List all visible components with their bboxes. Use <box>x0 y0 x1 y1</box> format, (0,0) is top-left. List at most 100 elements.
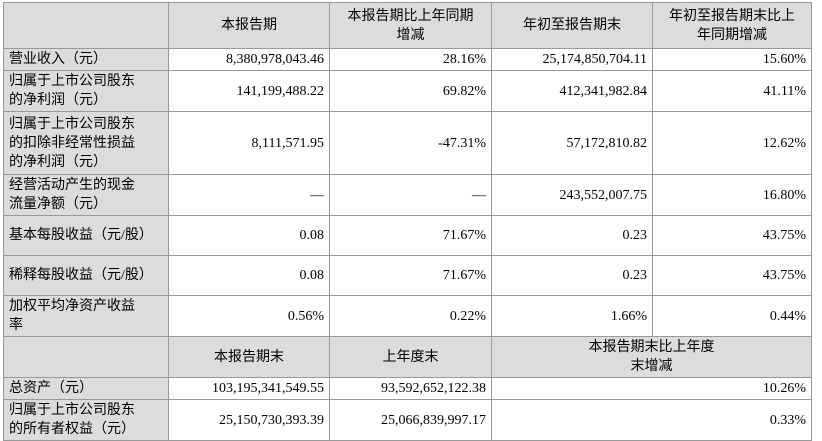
cell-text: 16.80% <box>762 187 806 203</box>
cell-text: — <box>310 187 324 203</box>
value-cell: 10.26% <box>491 377 812 400</box>
row-label: 营业收入（元） <box>3 48 169 71</box>
corner-cell <box>3 2 169 49</box>
column-header: 年初至报告期末比上年同期增减 <box>652 2 812 49</box>
value-cell: 25,066,839,997.17 <box>329 399 492 441</box>
value-cell: 0.44% <box>652 295 812 337</box>
value-cell: 0.08 <box>168 215 330 256</box>
row-label: 基本每股收益（元/股） <box>3 215 169 256</box>
column-header: 年初至报告期末 <box>491 2 653 49</box>
cell-text: 243,552,007.75 <box>559 187 648 203</box>
value-cell: 8,111,571.95 <box>168 111 330 175</box>
value-cell: 412,341,982.84 <box>491 70 653 112</box>
cell-text: 0.33% <box>769 412 806 428</box>
value-cell: 0.08 <box>168 255 330 296</box>
cell-text: 71.67% <box>442 268 486 283</box>
cell-text: 93,592,652,122.38 <box>381 381 486 396</box>
value-cell: 43.75% <box>652 215 812 256</box>
table-row: 加权平均净资产收益率 0.56% 0.22% 1.66% 0.44% <box>3 295 812 337</box>
value-cell: 28.16% <box>329 48 492 71</box>
cell-text: 0.44% <box>769 308 806 324</box>
value-cell: — <box>329 174 492 216</box>
value-cell: 25,150,730,393.39 <box>168 399 330 441</box>
financial-table: 本报告期 本报告期比上年同期增减 年初至报告期末 年初至报告期末比上年同期增减 营业收入… <box>3 2 812 441</box>
table-row: 经营活动产生的现金流量净额（元） — — 243,552,007.75 16.80% <box>3 174 812 216</box>
cell-text: 归属于上市公司股东的净利润（元） <box>9 74 135 108</box>
value-cell: 15.60% <box>652 48 812 71</box>
table-row: 本报告期 本报告期比上年同期增减 年初至报告期末 年初至报告期末比上年同期增减 <box>3 2 812 49</box>
cell-text: — <box>472 187 486 203</box>
cell-text: 归属于上市公司股东的扣除非经常性损益的净利润（元） <box>9 116 135 170</box>
cell-text: 71.67% <box>442 228 486 243</box>
table-row: 本报告期末 上年度末 本报告期末比上年度末增减 <box>3 336 812 378</box>
table-row: 营业收入（元） 8,380,978,043.46 28.16% 25,174,850,… <box>3 48 812 71</box>
value-cell: 16.80% <box>652 174 812 216</box>
cell-text: 营业收入（元） <box>9 52 107 67</box>
cell-text: 上年度末 <box>382 349 439 365</box>
cell-text: 本报告期末比上年度末增减 <box>588 340 715 374</box>
value-cell: 69.82% <box>329 70 492 112</box>
value-cell: 141,199,488.22 <box>168 70 330 112</box>
row-label: 稀释每股收益（元/股） <box>3 255 169 296</box>
value-cell: 0.33% <box>491 399 812 441</box>
column-header: 上年度末 <box>329 336 492 378</box>
cell-text: 0.56% <box>287 308 324 324</box>
value-cell: 243,552,007.75 <box>491 174 653 216</box>
cell-text: 57,172,810.82 <box>566 135 648 151</box>
row-label: 归属于上市公司股东的所有者权益（元） <box>3 399 169 441</box>
row-label: 归属于上市公司股东的扣除非经常性损益的净利润（元） <box>3 111 169 175</box>
value-cell: 0.23 <box>491 255 653 296</box>
cell-text: 归属于上市公司股东的所有者权益（元） <box>9 403 135 437</box>
value-cell: 71.67% <box>329 255 492 296</box>
column-header: 本报告期比上年同期增减 <box>329 2 492 49</box>
value-cell: — <box>168 174 330 216</box>
cell-text: 15.60% <box>762 52 806 67</box>
cell-text: 本报告期比上年同期增减 <box>347 8 474 43</box>
table-row: 基本每股收益（元/股） 0.08 71.67% 0.23 43.75% <box>3 215 812 256</box>
cell-text: 年初至报告期末 <box>523 18 621 33</box>
table-row: 稀释每股收益（元/股） 0.08 71.67% 0.23 43.75% <box>3 255 812 296</box>
cell-text: 12.62% <box>762 135 806 151</box>
cell-text: 稀释每股收益（元/股） <box>9 268 153 283</box>
cell-text: 总资产（元） <box>9 381 93 396</box>
cell-text: 0.08 <box>299 228 325 243</box>
value-cell: 25,174,850,704.11 <box>491 48 653 71</box>
row-label: 归属于上市公司股东的净利润（元） <box>3 70 169 112</box>
column-header: 本报告期 <box>168 2 330 49</box>
cell-text: 基本每股收益（元/股） <box>9 228 153 243</box>
table-row: 归属于上市公司股东的净利润（元） 141,199,488.22 69.82% 412,… <box>3 70 812 112</box>
cell-text: 28.16% <box>442 52 486 67</box>
row-label: 加权平均净资产收益率 <box>3 295 169 337</box>
cell-text: 25,066,839,997.17 <box>381 412 486 428</box>
cell-text: 0.23 <box>622 268 648 283</box>
value-cell: 0.56% <box>168 295 330 337</box>
cell-text: 经营活动产生的现金流量净额（元） <box>9 178 135 212</box>
cell-text: 0.08 <box>299 268 325 283</box>
value-cell: 0.23 <box>491 215 653 256</box>
column-header: 本报告期末 <box>168 336 330 378</box>
cell-text: 本报告期末 <box>214 349 284 365</box>
cell-text: 8,380,978,043.46 <box>226 52 324 67</box>
cell-text: 43.75% <box>762 268 806 283</box>
row-label: 经营活动产生的现金流量净额（元） <box>3 174 169 216</box>
cell-text: 103,195,341,549.55 <box>212 381 324 396</box>
value-cell: 57,172,810.82 <box>491 111 653 175</box>
column-header: 本报告期末比上年度末增减 <box>491 336 812 378</box>
cell-text: 141,199,488.22 <box>236 83 325 99</box>
cell-text: 本报告期 <box>221 18 277 33</box>
table-row: 总资产（元） 103,195,341,549.55 93,592,652,122.3… <box>3 377 812 400</box>
value-cell: 103,195,341,549.55 <box>168 377 330 400</box>
cell-text: 0.22% <box>449 308 486 324</box>
corner-cell <box>3 336 169 378</box>
value-cell: -47.31% <box>329 111 492 175</box>
value-cell: 41.11% <box>652 70 812 112</box>
cell-text: 41.11% <box>763 83 806 99</box>
cell-text: -47.31% <box>438 135 486 151</box>
cell-text: 69.82% <box>442 83 486 99</box>
value-cell: 93,592,652,122.38 <box>329 377 492 400</box>
cell-text: 43.75% <box>762 228 806 243</box>
row-label: 总资产（元） <box>3 377 169 400</box>
value-cell: 0.22% <box>329 295 492 337</box>
table-row: 归属于上市公司股东的所有者权益（元） 25,150,730,393.39 25,06… <box>3 399 812 441</box>
